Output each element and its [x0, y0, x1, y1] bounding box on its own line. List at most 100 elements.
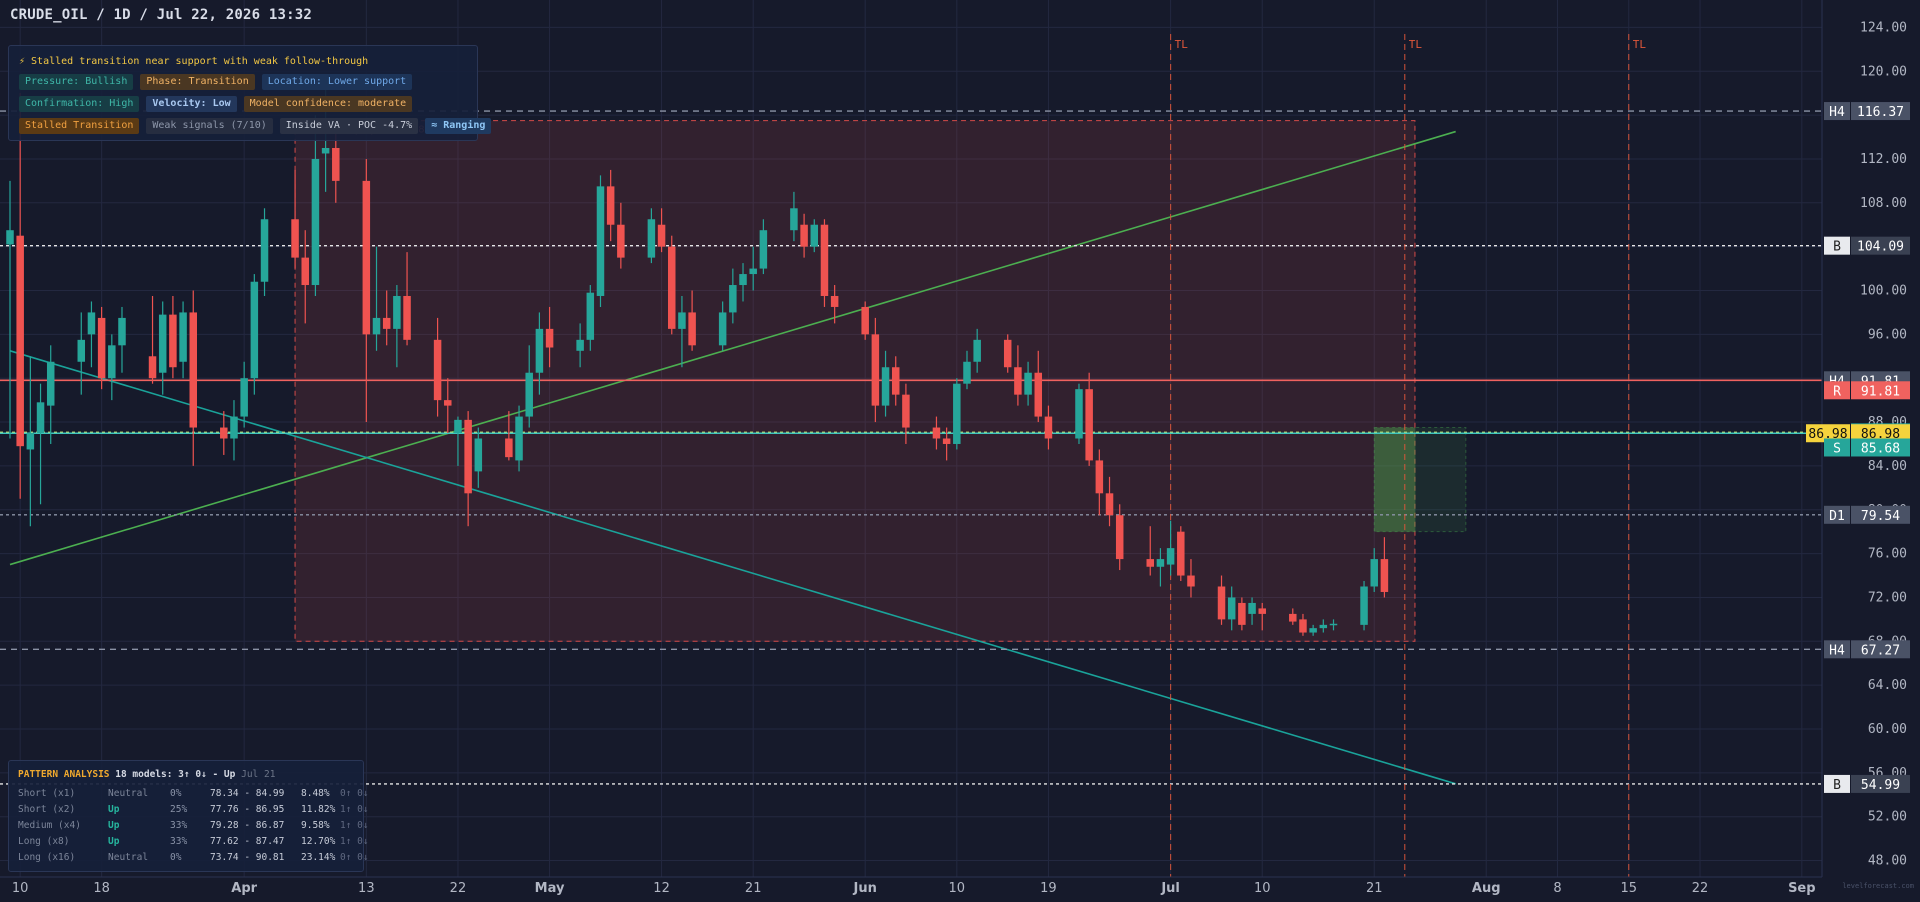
time-tick-label: 13 — [358, 881, 375, 896]
status-row: Pressure: Bullish Phase: Transition Locati… — [19, 74, 413, 90]
candle-body — [505, 438, 513, 458]
status-tag: Velocity: Low — [146, 96, 237, 112]
candle-body — [973, 339, 981, 362]
candle-body — [718, 312, 727, 346]
candle-body — [240, 378, 248, 417]
time-tick-label: 21 — [1366, 881, 1383, 896]
time-axis: 10 18 Apr 13 22 May 12 21 Jun 10 19 Jul 10 21 Aug 8 15 22… — [0, 876, 1920, 902]
candle-body — [1227, 597, 1236, 620]
price-tick-label: 64.00 — [1868, 678, 1907, 693]
price-tick-label: 76.00 — [1868, 547, 1907, 562]
time-tick-label: 12 — [653, 881, 670, 896]
price-tick-label: 72.00 — [1868, 590, 1907, 605]
candle-body — [1289, 613, 1297, 622]
candle-body — [515, 416, 523, 461]
candle-body — [871, 334, 880, 406]
candle-body — [800, 224, 808, 247]
time-axis-bg — [0, 877, 1920, 902]
candle-body — [403, 295, 411, 340]
status-panel: ⚡ Stalled transition near support with w… — [8, 45, 492, 141]
pattern-name: Short (x2) — [18, 804, 76, 815]
level-tag: H4 — [1829, 105, 1845, 120]
price-tick-label: 108.00 — [1860, 196, 1907, 211]
level-value-box — [1851, 438, 1910, 457]
status-tag: Pressure: Bullish — [19, 74, 134, 90]
pattern-dir: Neutral — [108, 852, 149, 863]
level-tag: D1 — [1829, 509, 1845, 524]
candle-body — [830, 295, 839, 307]
candle-body — [617, 224, 625, 258]
candle-body — [474, 438, 483, 472]
candle-body — [260, 219, 269, 282]
candle-body — [810, 224, 819, 247]
pattern-range: 78.34 - 84.99 — [210, 788, 285, 799]
time-tick-label: Jun — [853, 881, 877, 896]
tl-label: TL — [1175, 38, 1189, 51]
level-value-label: 85.68 — [1861, 441, 1900, 456]
candle-body — [932, 427, 941, 439]
candle-body — [525, 372, 533, 417]
pattern-date: Jul 21 — [241, 769, 276, 780]
level-tag: 86.98 — [1808, 427, 1847, 442]
level-tag-box — [1824, 774, 1850, 793]
level-value-label: 116.37 — [1857, 105, 1904, 120]
pattern-pct: 33% — [170, 820, 188, 831]
candle-body — [739, 274, 747, 286]
price-tick-label: 84.00 — [1868, 459, 1907, 474]
candle-body — [321, 147, 330, 154]
candle-body — [77, 339, 86, 362]
candle-body — [678, 312, 686, 329]
candle-body — [158, 314, 167, 373]
level-tag-box — [1824, 236, 1850, 255]
status-summary: ⚡ Stalled transition near support with w… — [19, 56, 369, 67]
level-value-box — [1851, 505, 1910, 524]
pattern-range: 77.62 - 87.47 — [210, 836, 285, 847]
candle-body — [790, 208, 798, 231]
pattern-votes: 1↑ 0↓ — [340, 804, 369, 815]
watermark: levelforecast.com — [1842, 882, 1914, 890]
time-tick-label: 22 — [1692, 881, 1709, 896]
level-tag-box — [1824, 505, 1850, 524]
candle-body — [1115, 515, 1124, 560]
pattern-range: 73.74 - 90.81 — [210, 852, 285, 863]
trendline-ascending — [9, 130, 1456, 566]
candle-body — [433, 339, 442, 401]
candle-body — [1105, 493, 1114, 516]
pattern-dir: Up — [108, 820, 120, 831]
pattern-extra: 11.82% — [301, 804, 336, 815]
candle-body — [942, 438, 951, 444]
level-tag: B — [1833, 240, 1841, 255]
status-tag: Model confidence: moderate — [243, 96, 413, 112]
level-value-label: 54.99 — [1861, 778, 1900, 793]
candle-body — [291, 219, 299, 258]
pattern-title: PATTERN ANALYSIS — [18, 769, 110, 780]
level-value-box — [1851, 774, 1910, 793]
pattern-dir: Neutral — [108, 788, 149, 799]
candle-body — [1309, 628, 1317, 633]
candle-body — [1380, 559, 1389, 592]
level-tag-box — [1824, 381, 1850, 400]
pattern-votes: 1↑ 0↓ — [340, 836, 369, 847]
level-tag: R — [1833, 384, 1841, 399]
candle-body — [179, 312, 187, 362]
pattern-votes: 0↑ 0↓ — [340, 852, 369, 863]
candle-body — [729, 285, 737, 313]
time-tick-label: May — [535, 881, 565, 896]
candle-body — [1319, 624, 1328, 629]
candle-body — [1370, 559, 1378, 587]
tl-label: TL — [1633, 38, 1647, 51]
candle-body — [362, 180, 371, 335]
candle-body — [169, 314, 177, 368]
level-value-label: 104.09 — [1857, 240, 1904, 255]
status-tag: Inside VA · POC -4.7% — [279, 118, 419, 134]
pattern-pct: 33% — [170, 836, 188, 847]
trendline-descending — [9, 350, 1456, 785]
level-value-label: 79.54 — [1861, 509, 1900, 524]
candle-body — [1299, 619, 1307, 633]
pattern-extra: 23.14% — [301, 852, 336, 863]
candle-body — [688, 312, 696, 346]
level-tag-box — [1824, 640, 1850, 659]
pattern-range: 77.76 - 86.95 — [210, 804, 285, 815]
time-tick-label: 10 — [1254, 881, 1271, 896]
